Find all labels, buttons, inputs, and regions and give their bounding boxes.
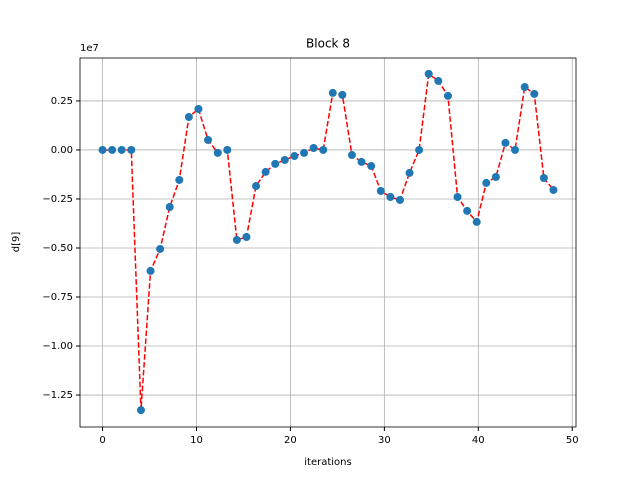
data-point: [472, 217, 481, 226]
data-point: [453, 193, 462, 202]
data-point: [482, 178, 491, 187]
data-point: [424, 69, 433, 78]
data-point: [213, 148, 222, 157]
data-point: [463, 206, 472, 215]
data-point: [376, 186, 385, 195]
y-axis-label: d[9]: [11, 232, 22, 253]
data-point: [501, 138, 510, 147]
x-tick-label: 50: [566, 435, 579, 446]
chart-title: Block 8: [306, 37, 350, 51]
y-tick-label: 0.25: [51, 96, 73, 107]
data-point: [347, 151, 356, 160]
data-point: [539, 173, 548, 182]
data-line: [102, 72, 555, 411]
x-tick-label: 20: [284, 435, 297, 446]
data-point: [232, 235, 241, 244]
data-point: [127, 145, 136, 154]
data-point: [242, 233, 251, 242]
data-point: [434, 76, 443, 85]
data-point: [98, 145, 107, 154]
y-tick-label: −0.25: [42, 194, 73, 205]
data-point: [204, 135, 213, 144]
x-axis-label: iterations: [304, 457, 351, 468]
data-point: [271, 159, 280, 168]
data-point: [511, 145, 520, 154]
offset-text: 1e7: [80, 43, 99, 54]
data-point: [405, 168, 414, 177]
data-point: [117, 145, 126, 154]
data-point: [184, 113, 193, 122]
x-tick-label: 40: [472, 435, 485, 446]
data-point: [386, 193, 395, 202]
data-point: [136, 406, 145, 415]
data-point: [520, 83, 529, 92]
data-point: [549, 185, 558, 194]
x-tick-label: 30: [378, 435, 391, 446]
data-point: [194, 104, 203, 113]
x-tick-label: 0: [99, 435, 105, 446]
plot-frame: [79, 57, 577, 428]
data-point: [280, 155, 289, 164]
y-tick-label: −1.00: [42, 341, 73, 352]
data-point: [530, 89, 539, 98]
data-point: [165, 203, 174, 212]
data-point: [328, 88, 337, 97]
data-point: [338, 90, 347, 99]
data-point: [175, 175, 184, 184]
data-point: [223, 145, 232, 154]
data-point: [357, 157, 366, 166]
data-point: [146, 266, 155, 275]
data-point: [300, 148, 309, 157]
data-point: [395, 195, 404, 204]
data-point: [156, 244, 165, 253]
y-tick-label: −0.50: [42, 243, 73, 254]
y-tick-label: −0.75: [42, 292, 73, 303]
y-tick-label: −1.25: [42, 390, 73, 401]
data-point: [491, 173, 500, 182]
data-point: [443, 91, 452, 100]
data-point: [319, 145, 328, 154]
data-point: [252, 182, 261, 191]
data-point: [108, 145, 117, 154]
x-tick-label: 10: [190, 435, 203, 446]
data-point: [415, 145, 424, 154]
data-point: [261, 167, 270, 176]
data-point: [309, 143, 318, 152]
y-tick-label: 0.00: [51, 145, 73, 156]
data-point: [367, 162, 376, 171]
data-point: [290, 152, 299, 161]
